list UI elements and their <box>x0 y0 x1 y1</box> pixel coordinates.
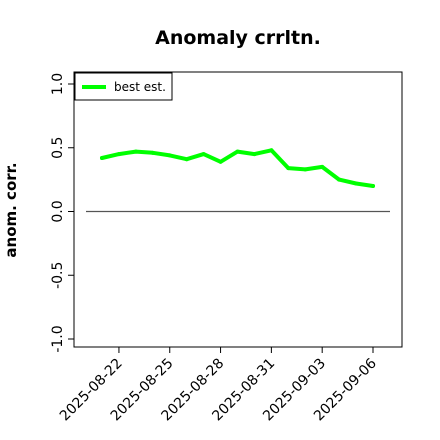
y-axis-label: anom. corr. <box>2 162 20 257</box>
data-point <box>337 177 342 182</box>
data-point <box>320 164 325 169</box>
data-point <box>133 149 138 154</box>
y-tick-label: -1.0 <box>50 325 66 352</box>
y-tick-label: 1.0 <box>50 73 66 95</box>
data-point <box>354 181 359 186</box>
legend: best est. <box>74 72 173 101</box>
series-line-best-est <box>100 148 375 188</box>
x-axis: 2025-08-222025-08-252025-08-282025-08-31… <box>57 347 380 424</box>
data-point <box>286 166 291 171</box>
data-point <box>116 152 121 157</box>
data-point <box>269 148 274 153</box>
chart-title: Anomaly crrltn. <box>155 27 321 49</box>
data-point <box>167 153 172 158</box>
data-point <box>252 152 257 157</box>
data-point <box>100 155 104 160</box>
data-point <box>303 167 308 172</box>
data-point <box>184 157 189 162</box>
data-point <box>201 152 206 157</box>
y-tick-label: -0.5 <box>50 262 66 289</box>
data-point <box>218 159 223 164</box>
y-tick-label: 0.5 <box>50 137 66 159</box>
y-axis: -1.0 -0.5 0.0 0.5 1.0 <box>50 73 74 353</box>
y-tick-label: 0.0 <box>50 200 66 222</box>
data-point <box>150 150 155 155</box>
plot-frame <box>73 71 403 348</box>
data-point <box>235 149 240 154</box>
data-point <box>371 184 375 188</box>
legend-label: best est. <box>114 80 166 94</box>
